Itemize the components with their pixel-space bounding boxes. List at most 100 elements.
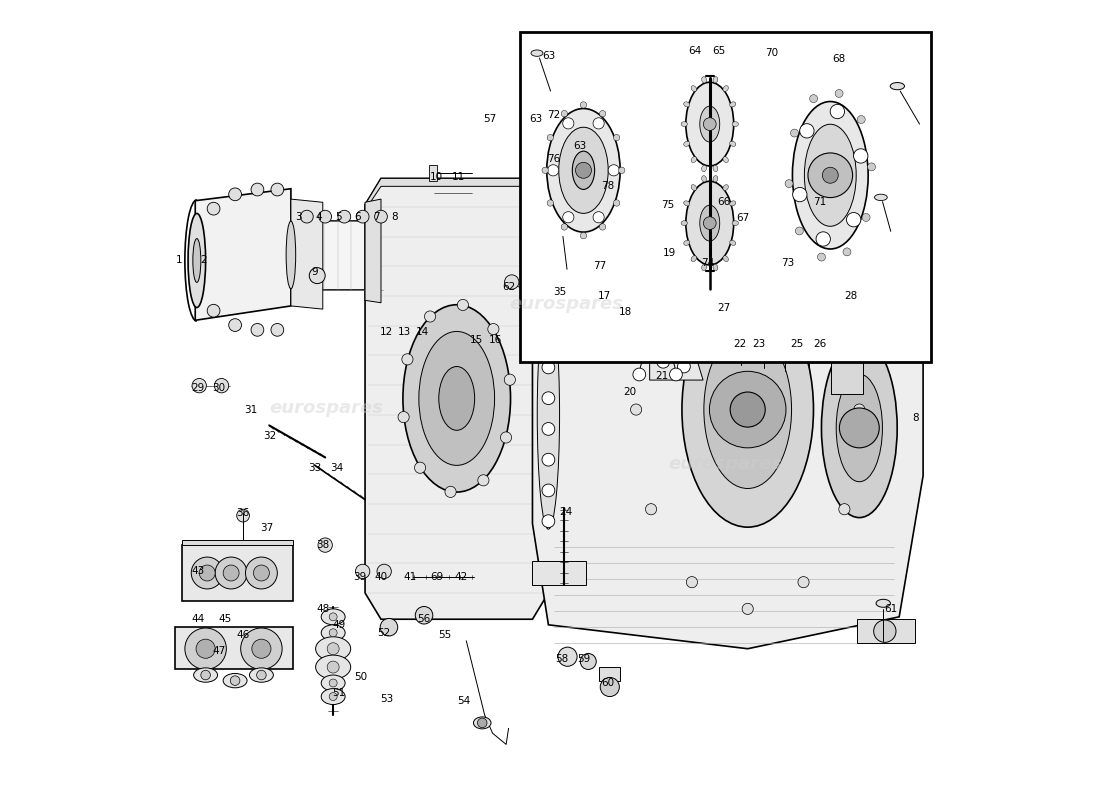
Text: 31: 31 <box>244 405 257 414</box>
Circle shape <box>785 180 793 187</box>
Circle shape <box>614 299 627 312</box>
Ellipse shape <box>876 599 890 607</box>
Ellipse shape <box>792 102 868 249</box>
Circle shape <box>742 205 754 216</box>
Ellipse shape <box>691 185 696 190</box>
Text: 54: 54 <box>458 696 471 706</box>
Text: 69: 69 <box>430 572 443 582</box>
Circle shape <box>581 102 586 108</box>
Text: 22: 22 <box>733 339 747 349</box>
Ellipse shape <box>723 86 728 91</box>
Text: 61: 61 <box>884 604 898 614</box>
Ellipse shape <box>537 299 560 529</box>
Ellipse shape <box>419 331 495 466</box>
Text: 48: 48 <box>316 604 329 614</box>
Text: 50: 50 <box>354 673 366 682</box>
Circle shape <box>223 565 239 581</box>
Polygon shape <box>532 561 586 585</box>
Ellipse shape <box>702 77 706 83</box>
Text: 8: 8 <box>392 212 398 222</box>
Circle shape <box>251 183 264 196</box>
Circle shape <box>356 210 369 223</box>
Text: 59: 59 <box>576 654 590 664</box>
Text: eurospares: eurospares <box>270 399 384 417</box>
Text: 12: 12 <box>379 327 393 338</box>
Circle shape <box>558 647 578 666</box>
Text: 56: 56 <box>417 614 431 624</box>
Ellipse shape <box>473 717 491 729</box>
Circle shape <box>678 360 691 373</box>
Polygon shape <box>857 619 915 643</box>
Circle shape <box>839 304 850 315</box>
Circle shape <box>608 165 619 176</box>
Text: 72: 72 <box>548 110 561 119</box>
Ellipse shape <box>684 201 690 206</box>
Ellipse shape <box>691 86 696 91</box>
Text: 19: 19 <box>663 247 676 258</box>
Text: 13: 13 <box>398 327 411 338</box>
Text: 35: 35 <box>553 287 566 298</box>
Ellipse shape <box>804 124 856 226</box>
Circle shape <box>229 318 242 331</box>
Text: 20: 20 <box>624 387 636 397</box>
Text: 60: 60 <box>601 678 614 688</box>
Ellipse shape <box>682 292 814 527</box>
Circle shape <box>504 374 516 386</box>
Ellipse shape <box>572 151 595 190</box>
Text: 21: 21 <box>654 371 668 381</box>
Circle shape <box>830 285 847 300</box>
Text: 43: 43 <box>191 566 205 577</box>
Ellipse shape <box>286 221 296 289</box>
Circle shape <box>319 210 331 223</box>
Ellipse shape <box>780 334 791 340</box>
Ellipse shape <box>803 332 815 338</box>
Bar <box>519 32 931 362</box>
Ellipse shape <box>321 675 345 691</box>
Circle shape <box>730 392 766 427</box>
Circle shape <box>800 124 814 138</box>
Ellipse shape <box>713 176 718 182</box>
Circle shape <box>199 565 216 581</box>
Circle shape <box>561 224 568 230</box>
Circle shape <box>327 661 339 673</box>
Text: 29: 29 <box>191 383 205 393</box>
Ellipse shape <box>874 194 888 201</box>
Text: 24: 24 <box>559 506 573 517</box>
Circle shape <box>300 210 313 223</box>
Text: 25: 25 <box>791 339 804 349</box>
Circle shape <box>377 564 392 578</box>
Circle shape <box>542 299 554 312</box>
Circle shape <box>191 557 223 589</box>
Circle shape <box>593 118 604 129</box>
Text: 73: 73 <box>781 258 794 268</box>
Circle shape <box>253 565 270 581</box>
Circle shape <box>415 462 426 474</box>
Text: 7: 7 <box>373 212 380 222</box>
Circle shape <box>542 361 554 374</box>
Text: 70: 70 <box>766 48 778 58</box>
Text: 11: 11 <box>452 172 465 182</box>
Text: 1: 1 <box>176 255 183 266</box>
Text: 66: 66 <box>717 198 730 207</box>
Circle shape <box>548 282 560 294</box>
Circle shape <box>201 670 210 680</box>
Circle shape <box>686 577 697 588</box>
Polygon shape <box>650 342 703 380</box>
Circle shape <box>196 639 216 658</box>
Text: 75: 75 <box>661 200 674 210</box>
Circle shape <box>207 304 220 317</box>
Circle shape <box>839 408 879 448</box>
Circle shape <box>793 187 807 202</box>
Circle shape <box>338 210 351 223</box>
Circle shape <box>236 510 250 522</box>
Text: 9: 9 <box>311 267 318 278</box>
Circle shape <box>542 422 554 435</box>
Ellipse shape <box>733 122 738 126</box>
Polygon shape <box>182 539 294 545</box>
Ellipse shape <box>723 256 728 262</box>
Circle shape <box>798 231 810 242</box>
Circle shape <box>207 202 220 215</box>
Text: 15: 15 <box>470 335 483 346</box>
Text: 71: 71 <box>813 198 826 207</box>
Circle shape <box>646 304 657 315</box>
